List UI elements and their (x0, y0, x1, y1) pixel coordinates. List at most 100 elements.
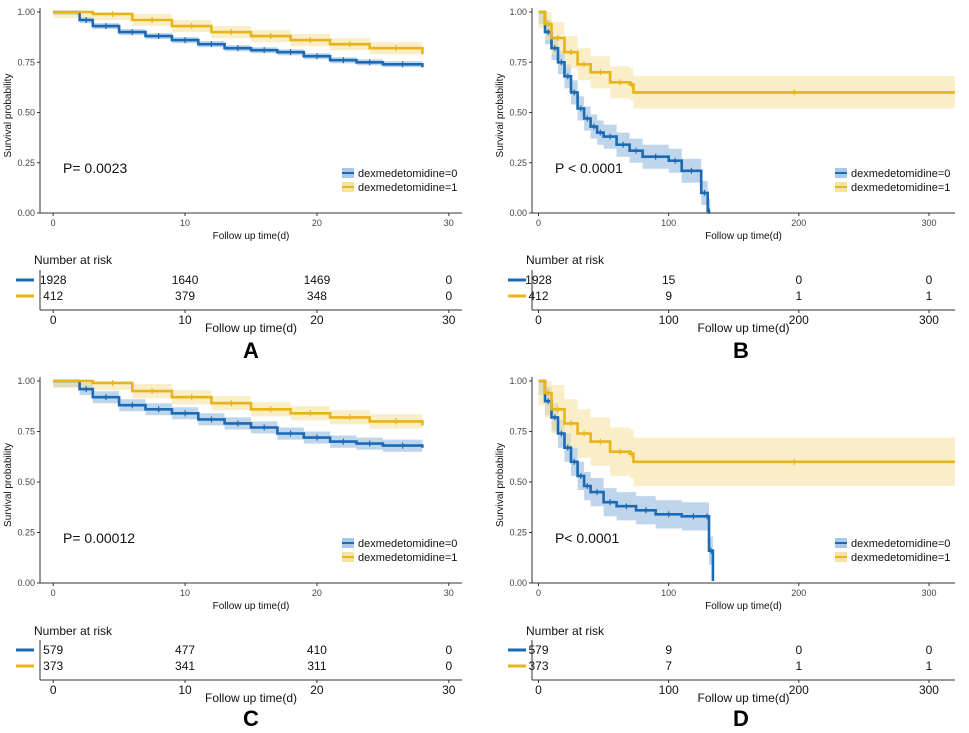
ci-band-1 (538, 381, 955, 486)
risk-x-axis-title: Follow up time(d) (205, 321, 297, 335)
risk-x-tick-label: 300 (919, 313, 939, 327)
risk-count: 0 (795, 273, 802, 287)
survival-curve-1 (53, 10, 424, 55)
risk-count: 373 (528, 659, 548, 673)
risk-x-tick-label: 10 (178, 313, 192, 327)
risk-x-tick-label: 100 (659, 313, 679, 327)
risk-x-tick-label: 10 (178, 683, 192, 697)
risk-count: 341 (175, 659, 195, 673)
risk-x-tick-label: 30 (442, 313, 456, 327)
panel-letter: B (733, 338, 749, 363)
x-tick-label: 20 (312, 218, 322, 228)
y-tick-label: 0.25 (509, 158, 527, 168)
p-value: P= 0.00012 (63, 530, 135, 546)
x-tick-label: 20 (312, 588, 322, 598)
risk-x-axis-title: Follow up time(d) (697, 691, 789, 705)
y-tick-label: 1.00 (17, 376, 35, 386)
panel-c: 0.00 0.25 0.50 0.75 1.00 0 10 20 30 Survival prob… (3, 376, 462, 731)
survival-curve-1 (53, 379, 424, 426)
y-tick-label: 0.50 (509, 108, 527, 118)
risk-x-tick-label: 0 (50, 683, 57, 697)
y-tick-label: 0.50 (17, 477, 35, 487)
ci-band-0 (538, 12, 711, 213)
p-value: P < 0.0001 (555, 160, 623, 176)
y-tick-label: 0.25 (509, 528, 527, 538)
x-tick-label: 0 (51, 218, 56, 228)
risk-x-tick-label: 0 (50, 313, 57, 327)
risk-count: 1 (795, 659, 802, 673)
risk-x-tick-label: 100 (659, 683, 679, 697)
y-tick-label: 0.75 (509, 427, 527, 437)
risk-count: 373 (43, 659, 63, 673)
survival-curve-0 (53, 379, 424, 448)
x-tick-label: 0 (51, 588, 56, 598)
x-tick-label: 200 (791, 588, 806, 598)
y-axis-title: Survival probability (495, 74, 506, 158)
risk-count: 0 (795, 643, 802, 657)
risk-count: 0 (445, 289, 452, 303)
legend-label: dexmedetomidine=0 (358, 538, 457, 550)
risk-count: 0 (445, 273, 452, 287)
legend-label: dexmedetomidine=1 (358, 182, 457, 194)
risk-count: 1 (795, 289, 802, 303)
x-tick-label: 30 (444, 588, 454, 598)
risk-count: 379 (175, 289, 195, 303)
y-axis-title: Survival probability (495, 443, 506, 527)
risk-x-tick-label: 30 (442, 683, 456, 697)
panel-letter: C (243, 706, 259, 728)
ci-band-1 (53, 12, 423, 61)
ci-band-1 (538, 12, 955, 109)
legend-label: dexmedetomidine=1 (851, 552, 950, 564)
risk-table-title: Number at risk (526, 624, 605, 638)
y-tick-label: 0.50 (17, 108, 35, 118)
p-value: P< 0.0001 (555, 530, 619, 546)
risk-table-title: Number at risk (34, 624, 113, 638)
risk-x-tick-label: 300 (919, 683, 939, 697)
risk-count: 9 (665, 643, 672, 657)
x-axis-title: Follow up time(d) (213, 601, 290, 612)
legend-label: dexmedetomidine=0 (851, 168, 950, 180)
risk-count: 410 (307, 643, 327, 657)
legend-label: dexmedetomidine=0 (851, 538, 950, 550)
p-value: P= 0.0023 (63, 160, 127, 176)
y-tick-label: 0.00 (17, 578, 35, 588)
risk-count: 1 (926, 659, 933, 673)
x-tick-label: 0 (536, 218, 541, 228)
risk-count: 15 (662, 273, 676, 287)
risk-table-title: Number at risk (34, 253, 113, 267)
x-tick-label: 100 (661, 218, 676, 228)
risk-x-tick-label: 200 (789, 683, 809, 697)
risk-count: 1640 (172, 273, 199, 287)
risk-count: 7 (665, 659, 672, 673)
y-tick-label: 0.50 (509, 477, 527, 487)
risk-count: 0 (445, 659, 452, 673)
risk-x-tick-label: 0 (535, 313, 542, 327)
y-tick-label: 0.00 (509, 208, 527, 218)
risk-x-axis-title: Follow up time(d) (697, 321, 789, 335)
y-tick-label: 0.75 (509, 57, 527, 67)
x-tick-label: 0 (536, 588, 541, 598)
risk-count: 348 (307, 289, 327, 303)
y-tick-label: 1.00 (509, 376, 527, 386)
risk-x-tick-label: 20 (310, 313, 324, 327)
ci-band-0 (53, 381, 423, 454)
risk-count: 311 (307, 659, 326, 673)
x-tick-label: 200 (791, 218, 806, 228)
y-tick-label: 0.75 (17, 57, 35, 67)
y-axis-title: Survival probability (3, 443, 14, 527)
legend-label: dexmedetomidine=1 (851, 182, 950, 194)
risk-count: 412 (43, 289, 63, 303)
ci-band-1 (53, 381, 423, 433)
y-tick-label: 0.75 (17, 427, 35, 437)
risk-count: 579 (528, 643, 548, 657)
risk-count: 1928 (40, 273, 67, 287)
risk-table-title: Number at risk (526, 253, 605, 267)
survival-curve-0 (538, 379, 715, 581)
risk-count: 1469 (304, 273, 331, 287)
risk-count: 9 (665, 289, 672, 303)
x-tick-label: 300 (921, 588, 936, 598)
risk-count: 477 (175, 643, 195, 657)
